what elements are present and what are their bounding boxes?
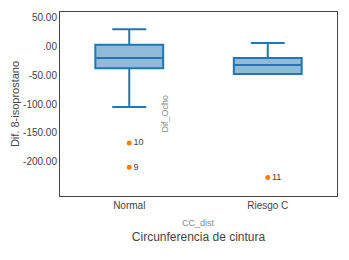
svg-text:Dif. 8-isoprostano: Dif. 8-isoprostano	[9, 61, 21, 147]
svg-text:Normal: Normal	[113, 200, 145, 211]
svg-text:-200.00: -200.00	[23, 156, 57, 167]
svg-text:CC_dist: CC_dist	[182, 218, 215, 228]
svg-text:.00: .00	[43, 41, 57, 52]
svg-text:10: 10	[133, 137, 143, 147]
svg-text:-50.00: -50.00	[29, 70, 58, 81]
svg-text:-100.00: -100.00	[23, 99, 57, 110]
svg-text:Circunferencia de cintura: Circunferencia de cintura	[132, 230, 266, 244]
svg-text:-150.00: -150.00	[23, 127, 57, 138]
svg-text:9: 9	[133, 162, 138, 172]
svg-text:11: 11	[272, 172, 281, 182]
svg-text:Riesgo C: Riesgo C	[247, 200, 288, 211]
svg-text:Dif_Ocho: Dif_Ocho	[160, 95, 170, 133]
svg-text:50.00: 50.00	[32, 12, 57, 23]
